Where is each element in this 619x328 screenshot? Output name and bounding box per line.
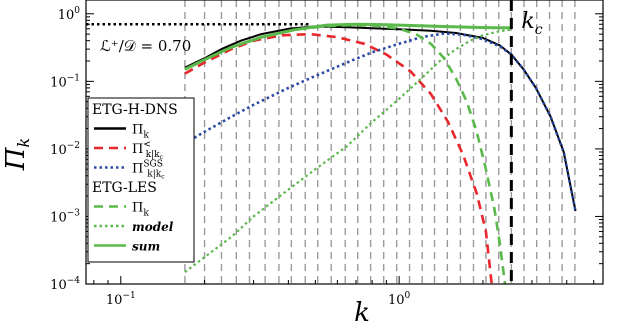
series-lines [184, 22, 577, 285]
legend-label: Πk [132, 123, 149, 141]
y-tick-label: 10−4 [50, 276, 80, 293]
x-tick-label: 10−1 [106, 291, 136, 308]
legend-group-header: ETG-LES [92, 180, 157, 196]
legend-box [87, 97, 195, 263]
y-axis-label: Πk [1, 138, 33, 171]
legend-group-header: ETG-H-DNS [92, 102, 178, 118]
legend-label: model [132, 220, 174, 234]
legend-label: ΠSGS k|kc [132, 160, 165, 181]
series-line-2 [184, 32, 493, 285]
series-line-1 [184, 25, 577, 212]
x-tick-label: 100 [388, 291, 411, 308]
series-line-5 [184, 28, 512, 273]
series-line-6 [184, 22, 512, 71]
cutoff-label: kc [521, 9, 542, 38]
plot-frame [85, 0, 604, 285]
ratio-annotation: ℒ⁺/𝒟 = 0.70 [100, 37, 191, 55]
x-axis-label: k [354, 298, 370, 328]
labels: 100 10−1 10−2 10−3 10−4 10−1 100 Πk k kc ℒ⁺/𝒟 = 0.… [1, 6, 543, 328]
legend-label: sum [132, 240, 160, 254]
y-tick-label: 100 [58, 6, 81, 23]
legend-label: Π< k|kc [132, 140, 164, 161]
y-tick-label: 10−3 [50, 208, 80, 225]
y-tick-label: 10−1 [50, 73, 80, 90]
axes-frame [85, 0, 604, 285]
y-tick-label: 10−2 [50, 141, 80, 158]
overlays [86, 0, 513, 284]
series-line-3 [184, 32, 577, 212]
legend-label: Πk [132, 201, 149, 219]
